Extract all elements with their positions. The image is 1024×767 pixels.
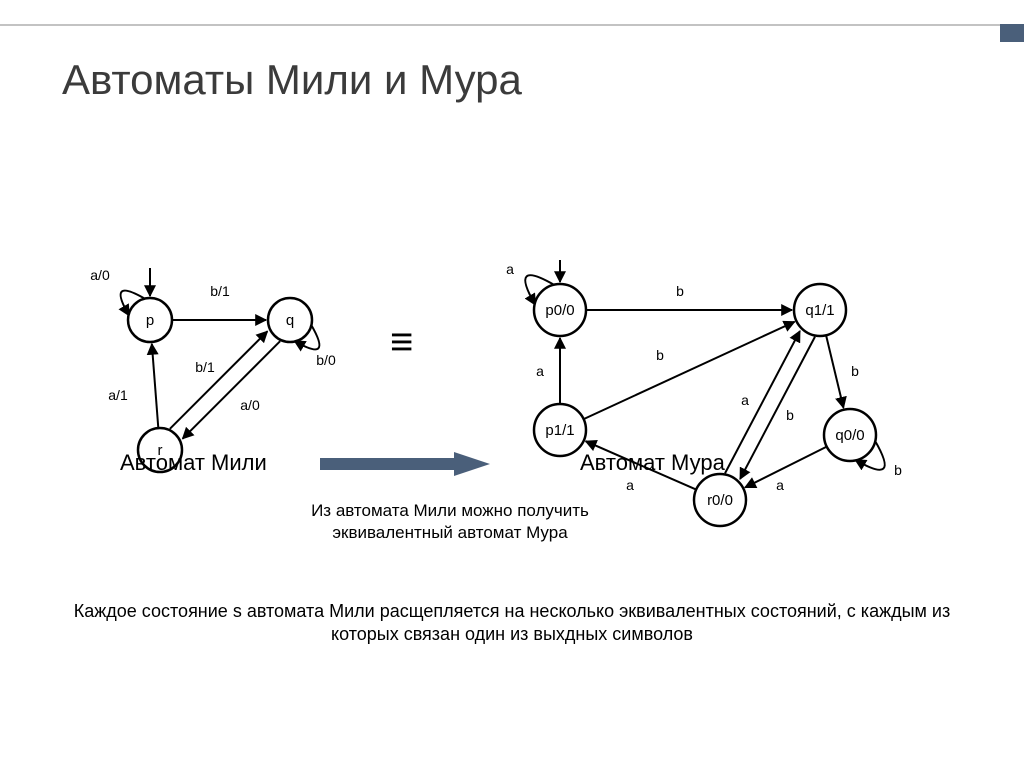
svg-text:p0/0: p0/0 [545,302,574,319]
svg-text:b/0: b/0 [316,352,336,368]
svg-text:q: q [286,312,294,329]
svg-text:b: b [786,407,794,423]
svg-text:b/1: b/1 [195,359,215,375]
svg-text:q1/1: q1/1 [805,302,834,319]
svg-text:b: b [676,283,684,299]
svg-text:q0/0: q0/0 [835,427,864,444]
svg-text:a: a [506,261,514,277]
top-accent-box [1000,24,1024,42]
svg-text:p: p [146,312,154,329]
label-moore: Автомат Мура [580,450,725,476]
svg-text:a/0: a/0 [240,397,260,413]
svg-text:p1/1: p1/1 [545,422,574,439]
svg-text:a/0: a/0 [90,267,110,283]
explanation-text: Каждое состояние s автомата Мили расщепл… [60,600,964,647]
svg-text:a: a [741,392,749,408]
label-mealy: Автомат Мили [120,450,267,476]
svg-text:b: b [656,347,664,363]
svg-text:b: b [894,462,902,478]
svg-text:a: a [776,477,784,493]
svg-text:a/1: a/1 [108,387,128,403]
diagram-area: a/0b/1b/0a/1b/1a/0pqr ≡ abababbabap0/0q1… [0,120,1024,420]
moore-diagram: a b a b a b b a b a p0/0 q1/1 p1/1 q0/0 r0/0 [480,250,940,530]
top-accent-bar [0,24,1024,42]
svg-text:r0/0: r0/0 [707,492,733,509]
conversion-arrow [320,452,490,476]
svg-text:a: a [536,363,544,379]
svg-text:b/1: b/1 [210,283,230,299]
equiv-symbol: ≡ [390,320,413,365]
svg-text:b: b [851,363,859,379]
svg-text:a: a [626,477,634,493]
page-title: Автоматы Мили и Мура [62,56,522,104]
conversion-note: Из автомата Мили можно получить эквивале… [280,500,620,544]
